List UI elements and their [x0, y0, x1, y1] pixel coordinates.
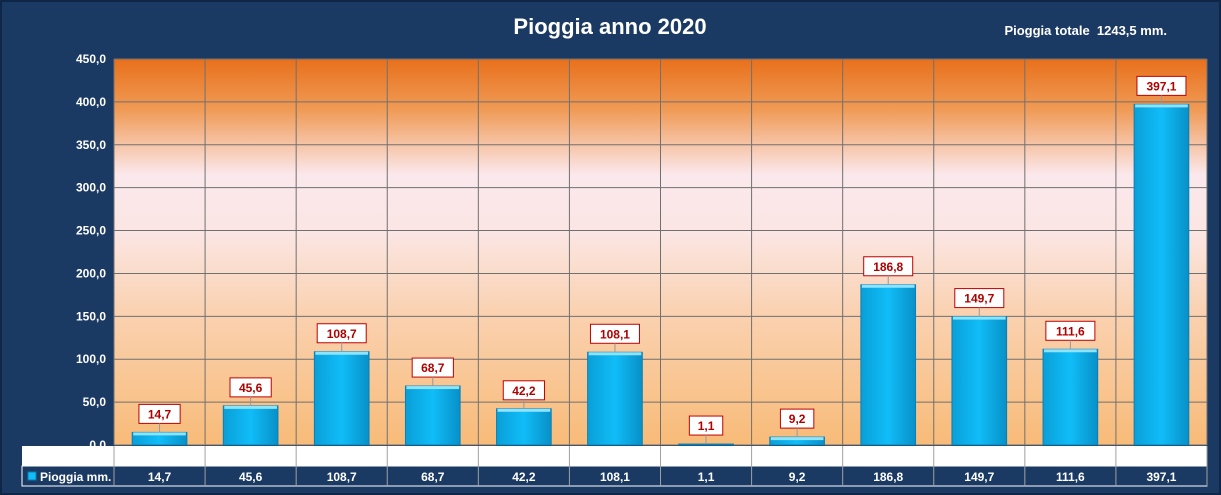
data-label: 149,7	[964, 292, 994, 306]
data-label: 108,7	[327, 327, 357, 341]
bar-highlight	[406, 386, 460, 390]
table-cell-value: 45,6	[239, 470, 263, 484]
table-cell-value: 111,6	[1056, 470, 1085, 484]
table-cell-value: 108,1	[600, 470, 630, 484]
data-label: 68,7	[421, 361, 445, 375]
y-tick-label: 250,0	[76, 224, 106, 238]
table-cell-value: 42,2	[512, 470, 536, 484]
bar	[404, 385, 461, 446]
y-tick-label: 200,0	[76, 266, 106, 280]
data-label: 42,2	[512, 384, 536, 398]
data-label: 14,7	[148, 407, 172, 421]
bar	[1133, 103, 1190, 446]
grid-lines	[113, 58, 1208, 446]
y-tick-label: 300,0	[76, 181, 106, 195]
data-label: 108,1	[600, 327, 630, 341]
bar-highlight	[1044, 349, 1097, 353]
bar-highlight	[1135, 104, 1188, 108]
data-label: 45,6	[239, 381, 263, 395]
table-cell-value: 14,7	[148, 470, 172, 484]
y-tick-label: 400,0	[76, 95, 106, 109]
y-tick-label: 50,0	[83, 395, 107, 409]
data-label: 1,1	[698, 419, 715, 433]
bar-highlight	[770, 437, 824, 441]
bar	[313, 351, 370, 446]
y-tick-label: 100,0	[76, 352, 106, 366]
bar-highlight	[133, 432, 186, 436]
bar-highlight	[224, 405, 277, 409]
bar	[496, 408, 552, 446]
bar	[951, 316, 1008, 446]
table-cell-value: 397,1	[1146, 470, 1176, 484]
table-cell-value: 9,2	[789, 470, 806, 484]
data-label: 111,6	[1056, 324, 1085, 338]
table-cell-value: 149,7	[964, 470, 994, 484]
bar	[860, 284, 917, 446]
y-tick-label: 350,0	[76, 138, 106, 152]
data-label: 186,8	[873, 260, 903, 274]
bar-highlight	[861, 284, 915, 288]
total-rainfall-label: Pioggia totale 1243,5 mm.	[1004, 23, 1167, 38]
bar	[222, 405, 279, 446]
table-cell-value: 68,7	[421, 470, 445, 484]
y-axis-ticks: 0,050,0100,0150,0200,0250,0300,0350,0400…	[76, 52, 106, 452]
bar	[1042, 348, 1099, 446]
bar-highlight	[952, 316, 1006, 320]
data-label: 9,2	[789, 412, 806, 426]
table-header-row	[22, 446, 1207, 466]
table-cell-value: 186,8	[873, 470, 903, 484]
y-tick-label: 450,0	[76, 52, 106, 66]
data-label: 397,1	[1146, 79, 1176, 93]
bar-highlight	[588, 352, 642, 356]
table-cell-value: 108,7	[327, 470, 357, 484]
data-table: Pioggia mm. 14,7 45,6 108,7 68,7 42,2 108,1 1,1…	[21, 446, 1208, 487]
bar-highlight	[315, 351, 369, 355]
legend-series-name: Pioggia mm.	[40, 470, 111, 484]
legend-swatch	[27, 471, 37, 481]
bar	[587, 351, 643, 446]
chart-title: Pioggia anno 2020	[513, 14, 707, 39]
y-tick-label: 150,0	[76, 309, 106, 323]
table-cell-value: 1,1	[698, 470, 715, 484]
bar-highlight	[497, 408, 551, 412]
bar	[678, 443, 734, 446]
